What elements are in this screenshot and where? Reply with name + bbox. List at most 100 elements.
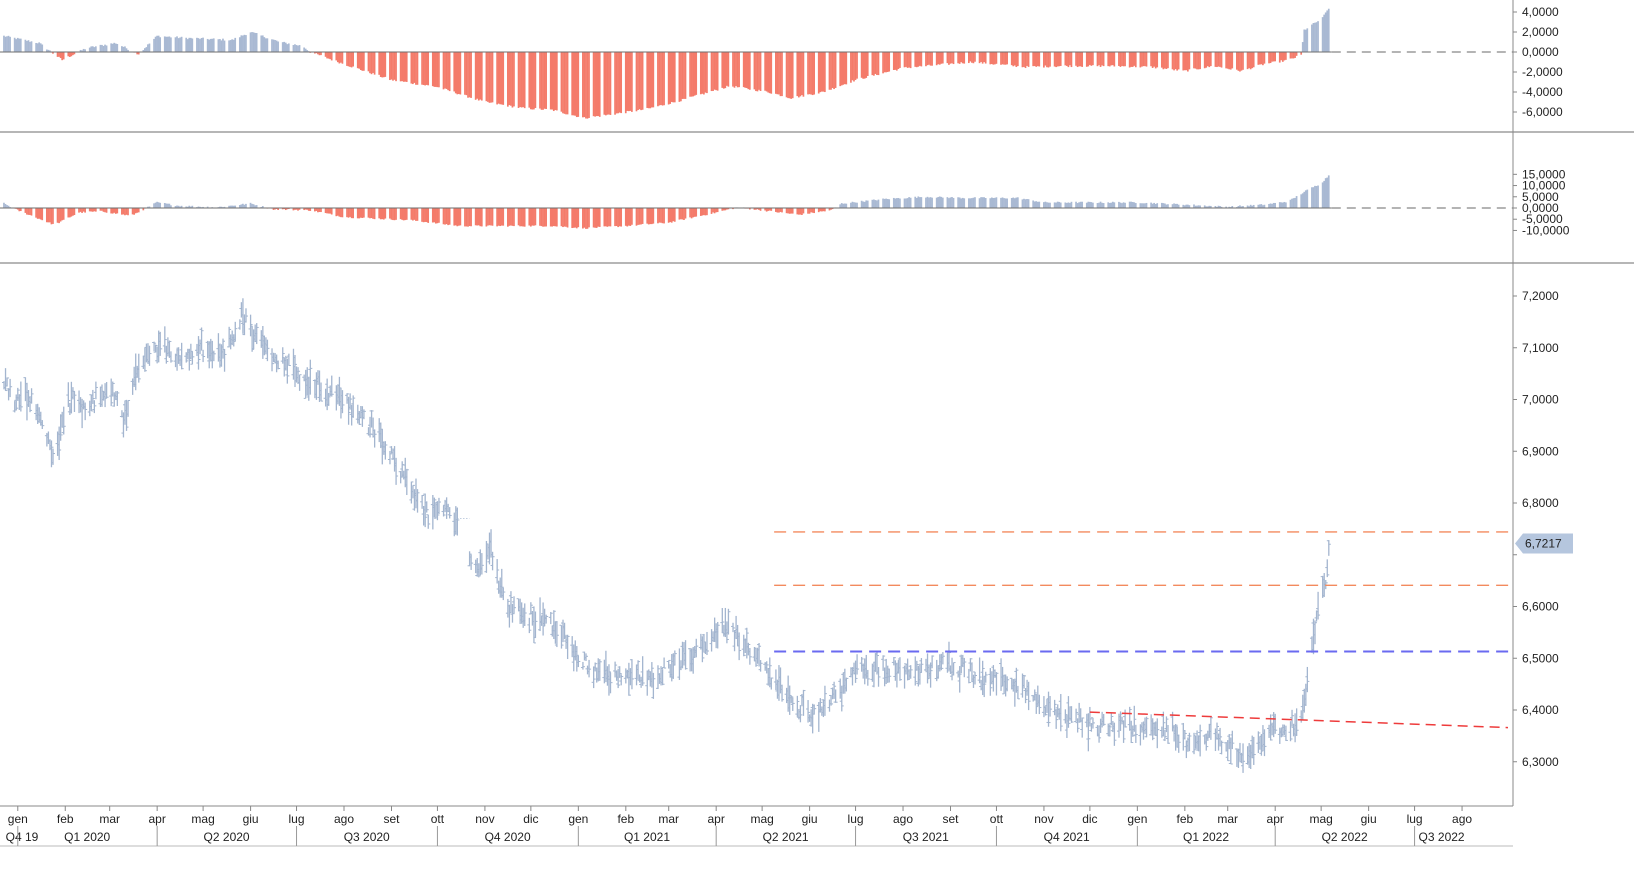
top-oscillator-bar [1079, 52, 1082, 67]
y-tick-label: -2,0000 [1522, 65, 1563, 79]
middle-oscillator-bar [379, 208, 382, 220]
top-oscillator-bar [219, 39, 221, 52]
top-oscillator-bar [67, 52, 70, 57]
month-tick-label: ago [1452, 812, 1472, 826]
middle-oscillator-bar [1203, 205, 1206, 208]
top-oscillator-bar [265, 38, 267, 52]
top-oscillator-bar [13, 37, 16, 52]
quarter-tick-label: Q3 2022 [1419, 830, 1465, 844]
y-tick-label: 6,3000 [1522, 755, 1559, 769]
middle-oscillator-bar [726, 208, 728, 210]
middle-oscillator-bar [1173, 203, 1175, 208]
top-oscillator-bar [1090, 52, 1093, 66]
middle-oscillator-bar [528, 208, 531, 226]
middle-oscillator-bar [249, 202, 252, 208]
top-oscillator-bar [606, 52, 609, 115]
top-oscillator-bar [575, 52, 578, 118]
middle-oscillator-bar [1079, 201, 1082, 208]
top-oscillator-bar [1150, 52, 1152, 67]
top-oscillator-bar [476, 52, 479, 99]
top-oscillator-bar [350, 52, 353, 68]
middle-oscillator-bar [220, 206, 223, 208]
top-oscillator-bar [586, 52, 589, 119]
top-oscillator-bar [1194, 52, 1197, 69]
month-tick-label: lug [289, 812, 305, 826]
middle-oscillator-bar [896, 198, 898, 208]
middle-oscillator-bar [1176, 203, 1178, 208]
middle-oscillator-bar [81, 208, 83, 213]
middle-oscillator-bar [935, 197, 938, 208]
middle-oscillator-bar [885, 198, 887, 208]
top-oscillator-bar [26, 40, 28, 52]
top-oscillator-bar [1085, 52, 1088, 67]
middle-oscillator-bar [1216, 206, 1218, 208]
top-oscillator-bar [1229, 52, 1232, 70]
top-oscillator-bar [513, 52, 515, 107]
middle-oscillator-bar [845, 203, 848, 208]
top-oscillator-bar [917, 52, 920, 67]
middle-oscillator-bar [626, 208, 629, 227]
y-tick-label: 7,2000 [1522, 289, 1559, 303]
middle-oscillator-bar [284, 208, 287, 211]
top-oscillator-bar [542, 52, 544, 110]
middle-oscillator-bar [897, 197, 900, 208]
middle-oscillator-bar [352, 208, 354, 219]
middle-oscillator-bar [261, 206, 264, 208]
middle-oscillator-bar [1219, 206, 1221, 208]
middle-oscillator-bar [1102, 203, 1105, 208]
top-oscillator-bar [724, 52, 727, 89]
top-oscillator-bar [111, 43, 114, 52]
middle-oscillator-bar [1023, 198, 1025, 208]
chart-axes: 6,7217 4,0000 2,0000 0,0000 -2,0000 -4,0000 -6… [0, 0, 1634, 806]
middle-oscillator-bar [1013, 198, 1016, 208]
middle-oscillator-bar [1193, 204, 1195, 208]
top-oscillator-bar [983, 52, 985, 63]
middle-oscillator-bar [797, 208, 800, 215]
top-oscillator-bar [186, 39, 189, 52]
top-oscillator-bar [735, 52, 737, 87]
trend-line [1089, 711, 1509, 729]
top-oscillator-bar [706, 52, 708, 94]
middle-oscillator-bar [1015, 197, 1018, 208]
middle-oscillator-bar [454, 208, 457, 226]
top-oscillator-bar [6, 36, 8, 52]
middle-oscillator-bar [787, 208, 789, 214]
middle-oscillator-bar [154, 202, 157, 208]
top-oscillator-bar [488, 52, 491, 103]
top-oscillator-bar [745, 52, 748, 89]
middle-oscillator-bar [1289, 199, 1292, 208]
middle-oscillator-bar [1292, 198, 1295, 208]
middle-oscillator-bar [658, 208, 661, 223]
y-tick-label: 6,8000 [1522, 496, 1559, 510]
middle-oscillator-bar [180, 205, 183, 208]
top-oscillator-bar [197, 38, 200, 52]
middle-oscillator-bar [765, 208, 768, 212]
top-oscillator-bar [1217, 52, 1220, 67]
top-oscillator-bar [222, 38, 224, 52]
month-tick-label: dic [523, 812, 538, 826]
top-oscillator-bar [105, 45, 108, 52]
middle-oscillator-bar [457, 208, 460, 226]
middle-oscillator-bar [392, 208, 394, 221]
top-oscillator-bar [609, 52, 612, 115]
middle-oscillator-bar [753, 208, 756, 210]
middle-oscillator-bar [1303, 191, 1306, 208]
top-oscillator-bar [820, 52, 823, 92]
top-oscillator-bar [839, 52, 842, 87]
top-oscillator-bar [817, 52, 820, 94]
middle-oscillator-bar [1078, 202, 1080, 208]
top-oscillator-bar [153, 38, 155, 52]
top-oscillator-bar [231, 39, 233, 52]
top-oscillator-bar [840, 52, 843, 86]
middle-oscillator-bar [84, 208, 86, 213]
middle-oscillator-bar [240, 204, 243, 208]
top-oscillator-bar [554, 52, 557, 111]
middle-oscillator-bar [995, 197, 998, 208]
top-oscillator-bar [1177, 52, 1180, 70]
middle-oscillator-bar [552, 208, 555, 227]
top-oscillator-bar [1076, 52, 1079, 68]
middle-oscillator-bar [1113, 202, 1116, 208]
middle-oscillator-bar [533, 208, 535, 226]
top-oscillator-bar [647, 52, 650, 109]
top-oscillator-bar [393, 52, 396, 80]
